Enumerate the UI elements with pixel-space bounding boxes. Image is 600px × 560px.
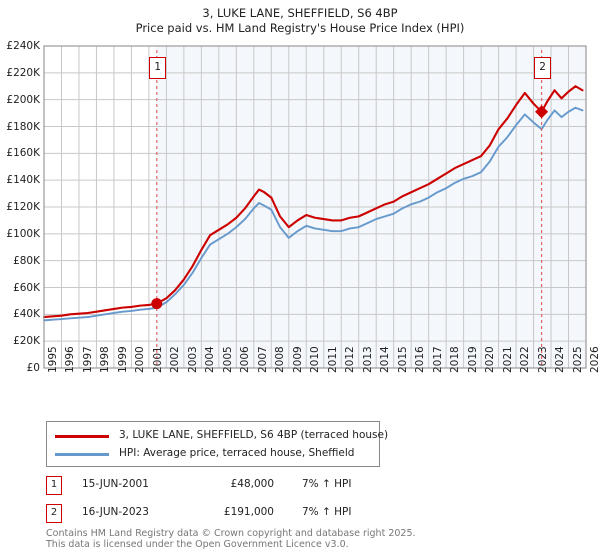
x-axis-tick-label: 2005 (221, 346, 234, 373)
x-axis-tick-label: 2007 (256, 346, 269, 373)
title-block: 3, LUKE LANE, SHEFFIELD, S6 4BP Price pa… (0, 0, 600, 36)
y-axis-tick-label: £200K (6, 93, 40, 106)
x-axis-tick-label: 1996 (64, 346, 77, 373)
x-axis-tick-label: 2011 (326, 346, 339, 373)
y-axis-tick-label: £20K (13, 335, 40, 348)
legend-label-price-paid: 3, LUKE LANE, SHEFFIELD, S6 4BP (terrace… (119, 429, 389, 441)
chart-legend: 3, LUKE LANE, SHEFFIELD, S6 4BP (terrace… (46, 421, 388, 467)
x-axis-tick-label: 2001 (151, 346, 164, 373)
x-axis-tick-label: 2003 (186, 346, 199, 373)
y-axis-tick-label: £160K (6, 147, 40, 160)
data-point-markers (151, 105, 549, 310)
y-axis-tick-label: £240K (6, 40, 40, 52)
transaction-marker-1: 1 (46, 476, 62, 495)
x-axis-tick-label: 2023 (536, 346, 549, 373)
footer-line-2: This data is licensed under the Open Gov… (46, 539, 349, 550)
y-axis-tick-label: £60K (13, 281, 40, 294)
y-axis-tick-label: £40K (13, 308, 40, 321)
x-axis-tick-label: 2010 (309, 346, 322, 373)
x-axis-tick-label: 2016 (414, 346, 427, 373)
footer-line-1: Contains HM Land Registry data © Crown c… (46, 528, 416, 539)
x-axis-tick-label: 2021 (501, 346, 514, 373)
transaction-marker-2: 2 (46, 504, 62, 523)
transaction-hpi-delta-2: 7% ↑ HPI (302, 506, 352, 518)
legend-swatch-price-paid (55, 435, 109, 438)
series-lines (42, 85, 584, 322)
chart-annotation-box-1: 1 (149, 57, 167, 79)
y-axis-tick-label: £220K (6, 66, 40, 79)
x-axis-tick-label: 2025 (571, 346, 584, 373)
x-axis-tick-label: 2015 (396, 346, 409, 373)
x-axis-tick-label: 1997 (81, 346, 94, 373)
x-axis-tick-label: 2017 (431, 346, 444, 373)
x-axis-tick-label: 2008 (274, 346, 287, 373)
legend-swatch-hpi (55, 453, 109, 456)
chart-svg (42, 45, 587, 369)
copyright-footer: Contains HM Land Registry data © Crown c… (46, 528, 566, 550)
annotation-vlines (156, 50, 543, 368)
x-axis-tick-label: 2018 (449, 346, 462, 373)
transaction-price-1: £48,000 (230, 478, 274, 490)
x-axis-tick-label: 1995 (47, 346, 59, 373)
y-axis-tick-label: £120K (6, 201, 40, 213)
transaction-price-2: £191,000 (223, 506, 274, 518)
x-axis-tick-label: 2014 (379, 346, 392, 373)
x-axis-tick-label: 1999 (116, 346, 129, 373)
x-axis-tick-label: 2026 (589, 346, 600, 373)
x-axis-tick-label: 1998 (99, 346, 112, 373)
page-title: 3, LUKE LANE, SHEFFIELD, S6 4BP (202, 6, 398, 20)
x-axis-tick-label: 2019 (466, 346, 479, 373)
y-axis-tick-label: £180K (6, 120, 40, 133)
legend-label-hpi: HPI: Average price, terraced house, Shef… (119, 447, 355, 459)
plot-frame (43, 45, 587, 369)
y-axis-tick-label: £100K (6, 227, 40, 240)
chart-annotation-box-2: 2 (534, 57, 552, 79)
x-axis-tick-label: 2024 (554, 346, 567, 373)
x-axis-tick-label: 2013 (361, 346, 374, 373)
transaction-date-2: 16-JUN-2023 (82, 506, 149, 518)
x-axis-tick-label: 2009 (291, 346, 304, 373)
x-axis-tick-label: 2004 (204, 346, 217, 373)
y-axis-tick-label: £0 (26, 362, 40, 374)
y-axis-tick-label: £80K (13, 254, 40, 267)
grid-lines (43, 45, 587, 369)
page-subtitle: Price paid vs. HM Land Registry's House … (135, 21, 465, 35)
transaction-hpi-delta-1: 7% ↑ HPI (302, 478, 352, 490)
transaction-date-1: 15-JUN-2001 (82, 478, 149, 490)
y-axis-tick-label: £140K (6, 174, 40, 187)
x-axis-tick-label: 2020 (484, 346, 497, 373)
x-axis-tick-label: 2012 (344, 346, 357, 373)
x-axis-tick-label: 2006 (239, 346, 252, 373)
chart-plot-area: £0 £20K £40K £60K £80K £100K £120K £140K £160K £1… (0, 40, 600, 380)
x-axis-tick-label: 2022 (519, 346, 532, 373)
x-axis-tick-label: 2000 (134, 346, 147, 373)
x-axis-tick-label: 2002 (169, 346, 182, 373)
